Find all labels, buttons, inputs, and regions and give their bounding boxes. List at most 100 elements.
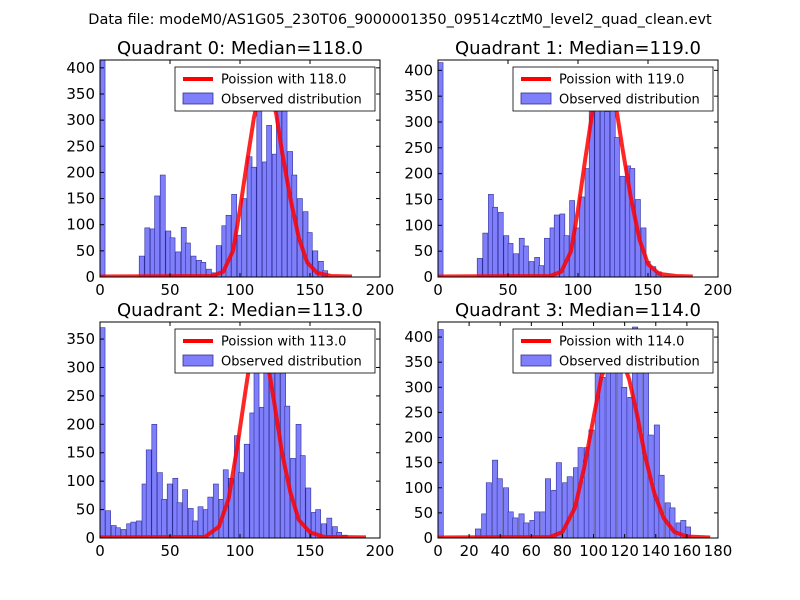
histogram-bar xyxy=(512,517,519,538)
histogram-bar xyxy=(438,329,444,538)
histogram-bar xyxy=(253,344,260,538)
y-tick-label: 400 xyxy=(404,61,433,79)
legend-poisson-label: Poission with 113.0 xyxy=(221,335,346,350)
histogram-bar xyxy=(159,174,166,277)
histogram-bar xyxy=(185,242,191,277)
histogram-bar xyxy=(256,109,263,277)
histogram-bar xyxy=(523,245,529,277)
y-tick-label: 50 xyxy=(414,242,433,260)
histogram-bar xyxy=(326,517,333,538)
legend-observed-swatch xyxy=(182,92,214,105)
x-tick-label: 80 xyxy=(553,542,572,560)
histogram-bar xyxy=(138,255,145,277)
histogram-bar xyxy=(636,369,643,538)
histogram-bar xyxy=(115,527,121,538)
histogram-bar xyxy=(685,526,691,538)
histogram-bar xyxy=(496,478,503,538)
histogram-bar xyxy=(241,198,247,277)
histogram-bar xyxy=(144,227,151,277)
histogram-bar xyxy=(136,520,142,538)
histogram-bar xyxy=(190,255,197,277)
quadrant-0-plot: Quadrant 0: Median=118.0 0 50 100 150 200 0 50 1… xyxy=(66,38,394,299)
x-tick-label: 100 xyxy=(579,542,608,560)
y-tick-label: 100 xyxy=(404,479,433,497)
y-tick-label: 200 xyxy=(404,165,433,183)
y-tick-label: 100 xyxy=(404,216,433,234)
x-tick-label: 200 xyxy=(704,281,733,299)
quadrant-1-plot: Quadrant 1: Median=119.0 0 50 100 150 200 0 50 1… xyxy=(404,38,732,299)
y-tick-label: 400 xyxy=(66,59,95,77)
histogram-bar xyxy=(225,214,232,277)
x-tick-label: 0 xyxy=(95,281,105,299)
histogram-bar xyxy=(145,449,152,538)
x-tick-label: 100 xyxy=(564,281,593,299)
x-tick-label: 50 xyxy=(498,281,517,299)
histogram-bar xyxy=(476,258,483,277)
y-tick-label: 0 xyxy=(423,268,433,286)
x-tick-label: 150 xyxy=(296,281,325,299)
x-tick-label: 120 xyxy=(610,542,639,560)
y-tick-label: 250 xyxy=(66,387,95,405)
histogram-bar xyxy=(306,232,313,277)
quadrant-3-plot: Quadrant 3: Median=114.00 20 40 60 80 100 120 1… xyxy=(404,300,732,560)
histogram-bar xyxy=(166,483,173,538)
y-tick-label: 100 xyxy=(66,216,95,234)
histogram-bar xyxy=(599,376,606,538)
histogram-bar xyxy=(215,245,222,277)
histogram-bar xyxy=(120,529,127,538)
legend-observed-label: Observed distribution xyxy=(221,355,362,370)
histogram-bar xyxy=(507,243,514,277)
legend: Poission with 114.0 Observed distribution xyxy=(512,328,714,374)
histogram-bar xyxy=(614,137,620,277)
y-tick-label: 250 xyxy=(66,137,95,155)
legend: Poission with 119.0 Observed distribution xyxy=(512,66,714,112)
quadrant-2-title: Quadrant 2: Median=113.0 xyxy=(117,300,363,321)
legend-observed-label: Observed distribution xyxy=(221,93,362,108)
x-tick-label: 50 xyxy=(160,281,179,299)
histogram-bar xyxy=(528,261,535,277)
histogram-bar xyxy=(281,98,288,277)
y-tick-label: 0 xyxy=(85,529,95,547)
histogram-bar xyxy=(105,510,111,538)
histogram-bar xyxy=(315,509,321,538)
y-tick-label: 350 xyxy=(404,353,433,371)
legend-observed-swatch xyxy=(182,354,214,367)
y-tick-label: 300 xyxy=(404,378,433,396)
x-tick-label: 0 xyxy=(433,281,443,299)
x-tick-label: 50 xyxy=(160,542,179,560)
x-tick-label: 0 xyxy=(95,542,105,560)
histogram-bar xyxy=(492,206,498,277)
y-tick-label: 50 xyxy=(414,504,433,522)
histogram-bar xyxy=(619,175,626,277)
histogram-bar xyxy=(318,261,324,277)
x-tick-label: 160 xyxy=(673,542,702,560)
axes-frame xyxy=(437,321,719,539)
y-tick-label: 0 xyxy=(423,529,433,547)
x-tick-label: 40 xyxy=(491,542,510,560)
histogram-bar xyxy=(312,250,319,277)
histogram-bar xyxy=(266,125,272,277)
y-tick-label: 150 xyxy=(66,190,95,208)
y-tick-label: 250 xyxy=(404,139,433,157)
x-tick-label: 20 xyxy=(460,542,479,560)
figure-suptitle: Data file: modeM0/AS1G05_230T06_90000013… xyxy=(88,12,712,28)
y-tick-label: 250 xyxy=(404,403,433,421)
y-tick-label: 300 xyxy=(66,111,95,129)
histogram-bar xyxy=(555,462,562,538)
x-tick-label: 100 xyxy=(226,281,255,299)
y-tick-label: 200 xyxy=(66,163,95,181)
legend-observed-label: Observed distribution xyxy=(559,93,700,108)
histogram-bar xyxy=(485,482,492,538)
histogram-bar xyxy=(299,455,306,538)
histogram-bar xyxy=(621,387,628,538)
histogram-bar xyxy=(250,166,257,277)
histogram-bar xyxy=(175,251,181,277)
histogram-bar xyxy=(100,60,106,277)
legend: Poission with 113.0 Observed distribution xyxy=(174,328,376,374)
histogram-bar xyxy=(130,521,137,538)
legend: Poission with 118.0 Observed distribution xyxy=(174,66,376,112)
legend-poisson-label: Poission with 118.0 xyxy=(221,73,346,88)
y-tick-label: 50 xyxy=(76,242,95,260)
y-tick-label: 300 xyxy=(66,358,95,376)
